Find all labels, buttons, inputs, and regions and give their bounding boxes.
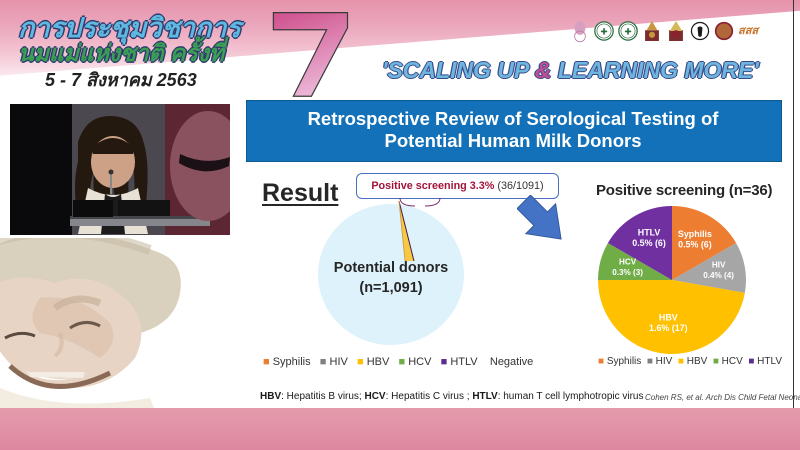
svg-text:0.4% (4): 0.4% (4)	[703, 271, 734, 280]
svg-text:HBV: HBV	[659, 313, 678, 323]
svg-text:✚: ✚	[601, 26, 608, 36]
svg-text:✚: ✚	[625, 26, 632, 36]
svg-text:HCV: HCV	[619, 257, 637, 266]
svg-text:Syphilis: Syphilis	[678, 229, 712, 239]
svg-text:HTLV: HTLV	[638, 228, 661, 238]
svg-text:0.5% (6): 0.5% (6)	[678, 239, 712, 249]
svg-text:1.6% (17): 1.6% (17)	[649, 323, 688, 333]
svg-text:HIV: HIV	[712, 260, 726, 269]
svg-text:0.5% (6): 0.5% (6)	[632, 238, 666, 248]
svg-text:0.3% (3): 0.3% (3)	[612, 268, 643, 277]
